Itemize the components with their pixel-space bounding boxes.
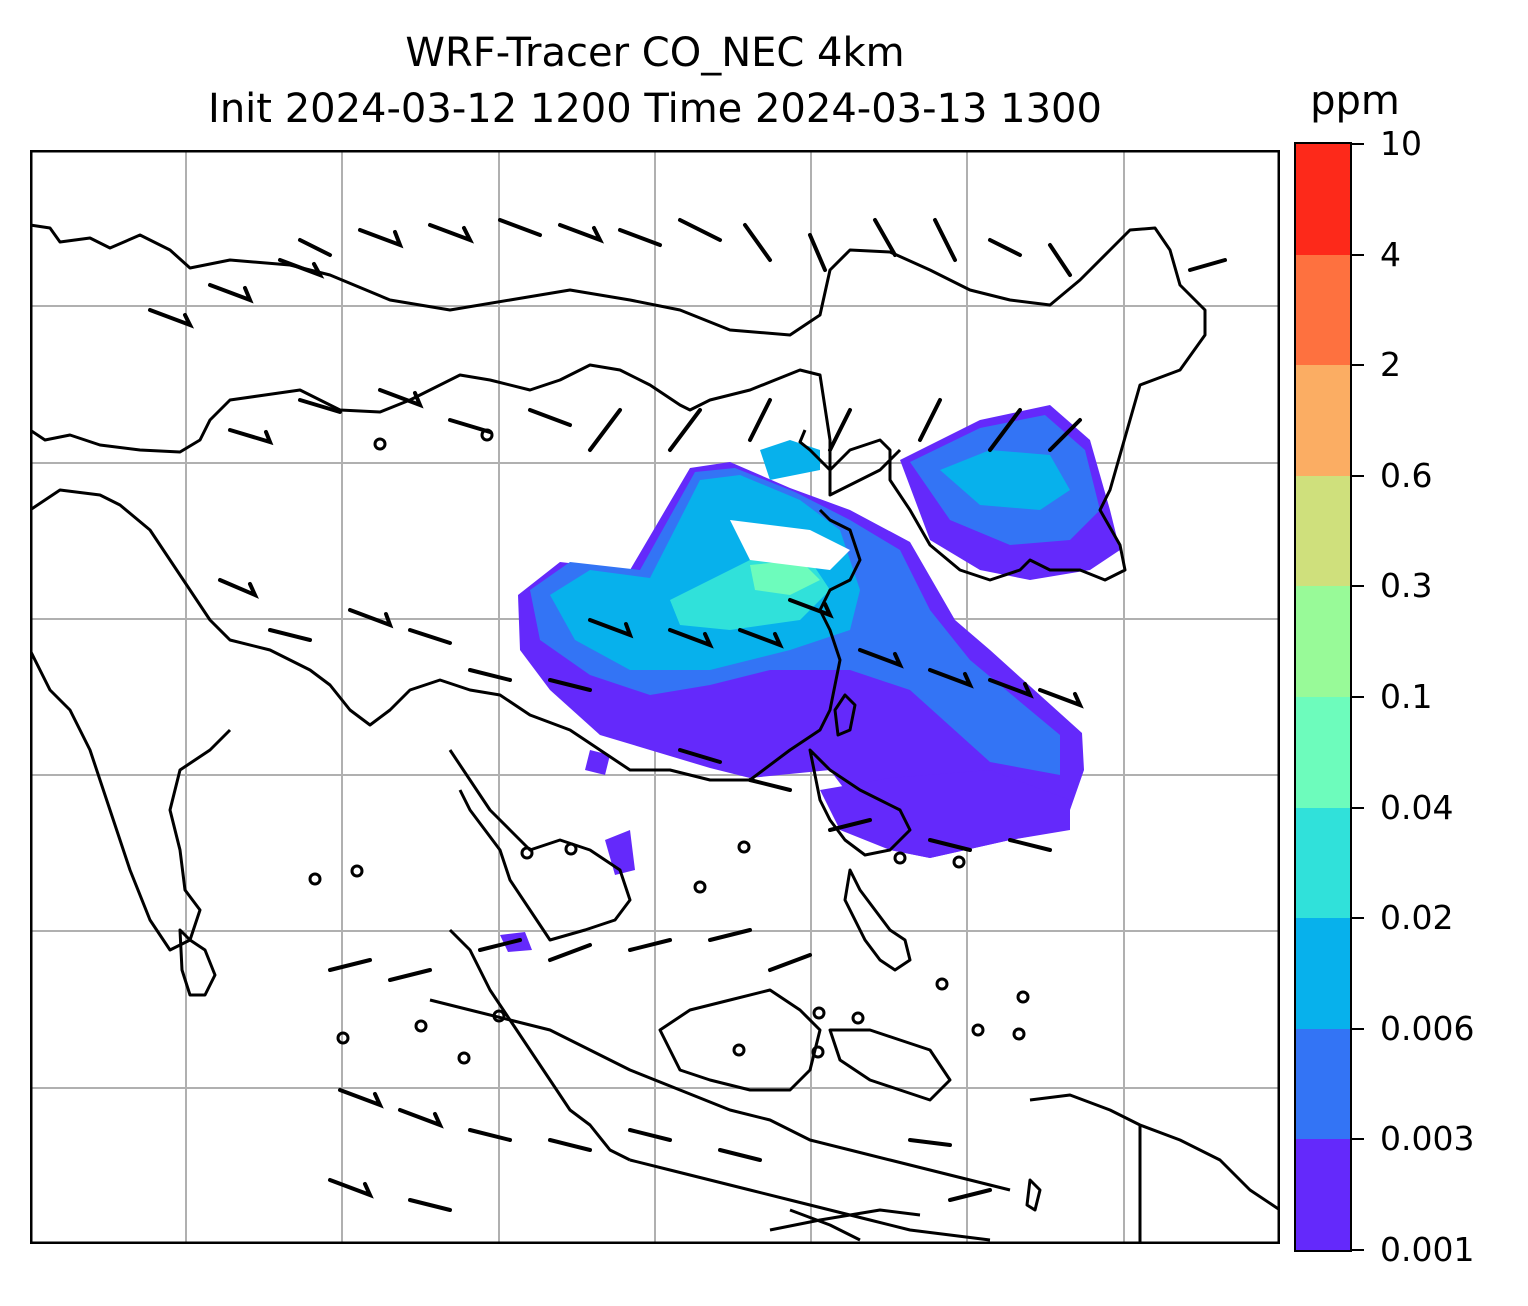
colorbar-segment: [1296, 1028, 1350, 1140]
colorbar-unit: ppm: [1310, 78, 1400, 124]
colorbar-tick: [1352, 1027, 1364, 1030]
colorbar-tick: [1352, 1138, 1364, 1141]
colorbar-segment: [1296, 1138, 1350, 1250]
colorbar-tick: [1352, 696, 1364, 698]
colorbar-tick-label: 4: [1380, 234, 1401, 274]
tracer-plume: [500, 405, 1120, 952]
map-panel: [30, 150, 1280, 1244]
colorbar-tick-label: 0.6: [1380, 455, 1433, 495]
map-frame: [30, 150, 1280, 1244]
colorbar-segment: [1296, 143, 1350, 255]
wind-barbs: [148, 218, 1227, 1212]
colorbar-tick-label: 0.006: [1380, 1008, 1475, 1048]
colorbar-tick-label: 0.02: [1380, 898, 1454, 938]
colorbar-tick-label: 0.001: [1380, 1230, 1475, 1269]
colorbar: [1294, 142, 1352, 1252]
coastlines: [30, 223, 1280, 1244]
colorbar-tick: [1352, 917, 1364, 920]
colorbar-segment: [1296, 475, 1350, 587]
colorbar-tick-label: 0.3: [1380, 566, 1433, 606]
colorbar-tick-label: 0.003: [1380, 1119, 1475, 1159]
colorbar-tick: [1352, 806, 1364, 809]
calm-circles: [308, 428, 1030, 1065]
colorbar-tick: [1352, 585, 1364, 588]
colorbar-tick: [1352, 1249, 1364, 1251]
colorbar-segment: [1296, 807, 1350, 919]
colorbar-tick-label: 10: [1380, 124, 1422, 163]
colorbar-segment: [1296, 364, 1350, 476]
colorbar-segment: [1296, 254, 1350, 366]
colorbar-tick-label: 0.1: [1380, 677, 1433, 716]
colorbar-segment: [1296, 696, 1350, 808]
title-line1: WRF-Tracer CO_NEC 4km: [405, 30, 905, 76]
colorbar-tick: [1352, 143, 1364, 145]
colorbar-tick-label: 0.04: [1380, 787, 1454, 827]
colorbar-tick: [1352, 364, 1364, 367]
colorbar-segment: [1296, 585, 1350, 697]
colorbar-tick-label: 2: [1380, 345, 1401, 385]
colorbar-tick: [1352, 253, 1364, 256]
colorbar-segment: [1296, 917, 1350, 1029]
title-line2: Init 2024-03-12 1200 Time 2024-03-13 130…: [208, 86, 1102, 132]
colorbar-tick: [1352, 474, 1364, 477]
